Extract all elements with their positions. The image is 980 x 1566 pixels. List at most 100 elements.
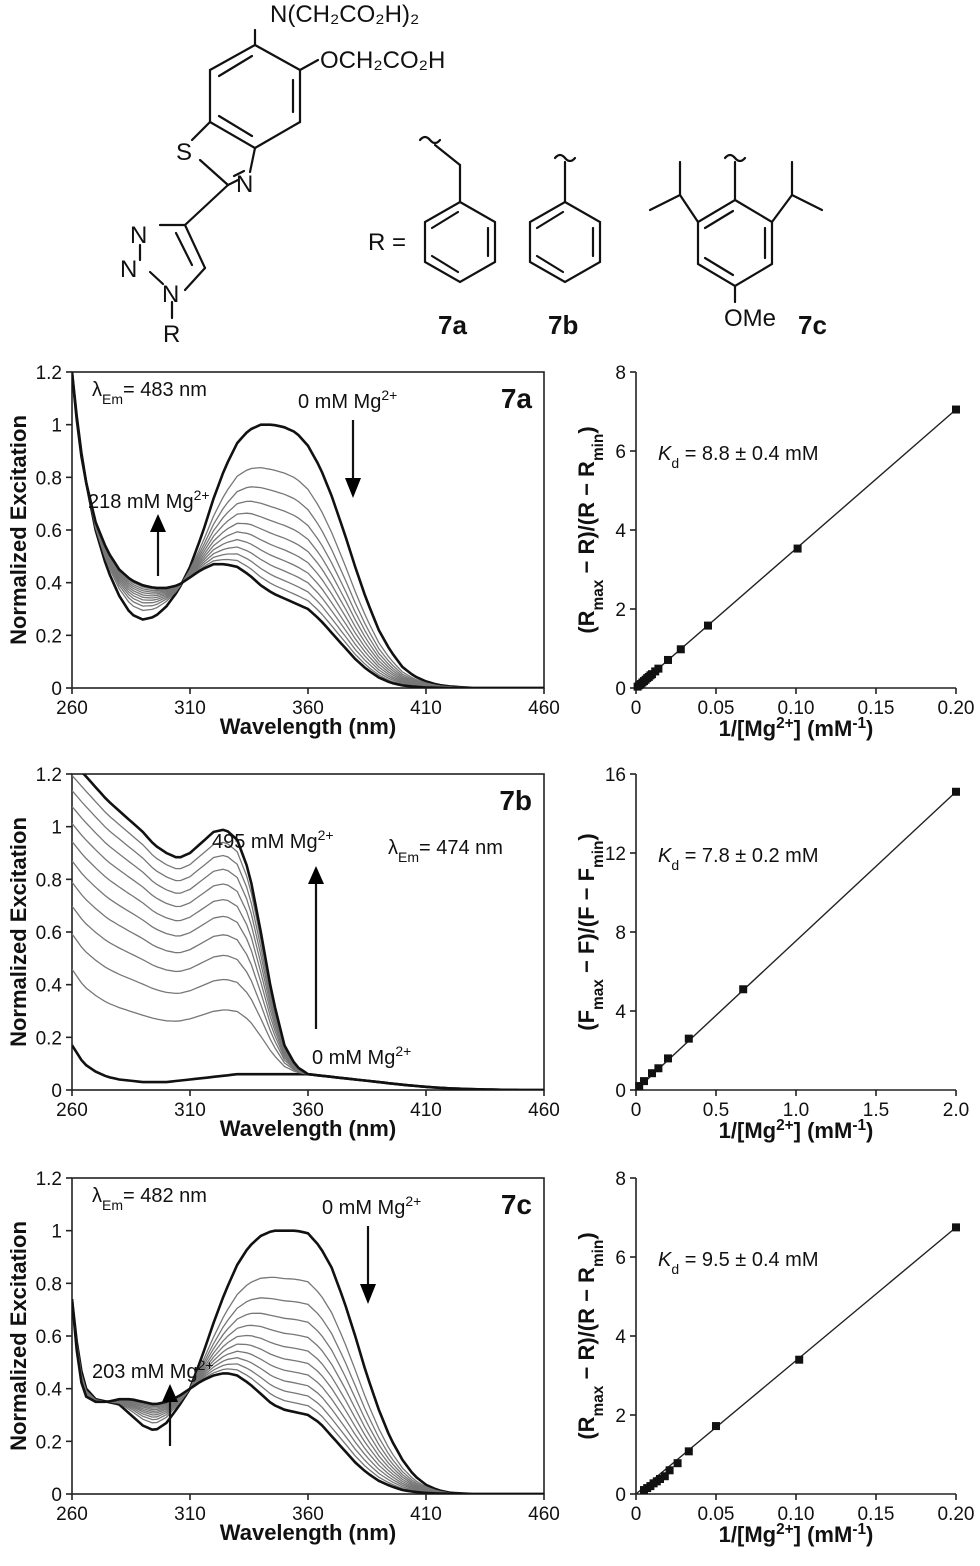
y-tick-label: 0.4 — [36, 574, 63, 595]
series-line-11 — [72, 1298, 544, 1494]
data-point-1 — [640, 1077, 648, 1086]
panel-label: 7b — [499, 785, 532, 816]
data-point-3 — [654, 1064, 663, 1073]
atom-r-group: R — [163, 321, 180, 348]
series-line-2 — [72, 933, 544, 1090]
x-tick-label: 260 — [56, 1100, 88, 1121]
y-tick-label: 6 — [615, 1248, 626, 1269]
x-tick-label: 410 — [410, 1504, 442, 1525]
benzothiazole-bonds — [138, 28, 320, 320]
series-line-6 — [72, 372, 544, 688]
series-line-7 — [72, 372, 544, 688]
series-line-9 — [72, 1299, 544, 1494]
x-tick-label: 1.0 — [783, 1100, 809, 1121]
increase-arrowhead — [308, 866, 324, 884]
series-line-4 — [72, 372, 544, 688]
data-point-11 — [795, 1355, 804, 1364]
x-axis-title: 1/[Mg2+] (mM-1) — [719, 1117, 874, 1144]
x-axis-title: Wavelength (nm) — [220, 1116, 396, 1141]
data-point-11 — [654, 664, 663, 673]
annotation-top: 0 mM Mg2+ — [322, 1193, 421, 1219]
compound-7b-label: 7b — [548, 310, 578, 340]
increase-arrowhead — [150, 514, 166, 532]
y-tick-label: 0 — [51, 1485, 62, 1506]
chart-7a-excitation: 260 310 360 410 460 0 0.2 0.4 0.6 0.8 1 1.2 Normaliz… — [6, 363, 560, 739]
y-tick-label: 16 — [605, 765, 626, 786]
series-line-8 — [72, 372, 544, 688]
series-group — [72, 1229, 544, 1494]
annotation-bottom: 218 mM Mg2+ — [88, 487, 210, 513]
x-tick-label: 260 — [56, 1504, 88, 1525]
y-tick-label: 2 — [615, 600, 626, 621]
series-line-11 — [72, 372, 544, 688]
x-tick-label: 0 — [631, 1100, 642, 1121]
y-tick-label: 0.8 — [36, 1274, 62, 1295]
data-point-12 — [952, 1223, 960, 1232]
plot-frame — [71, 773, 545, 1091]
x-tick-label: 310 — [174, 698, 206, 719]
y-tick-label: 8 — [615, 363, 626, 384]
y-tick-label: 1 — [51, 818, 62, 839]
plot-frame — [71, 371, 545, 689]
y-axis-title: (Fmax − F)/(F − Fmin) — [574, 833, 607, 1031]
y-tick-label: 1.2 — [36, 765, 62, 786]
decrease-arrowhead — [345, 478, 361, 498]
plot-frame — [71, 1177, 545, 1495]
emission-label: λEm= 474 nm — [388, 837, 503, 865]
y-axis-title: (Rmax − R)/(R − Rmin) — [574, 426, 607, 633]
y-tick-label: 0 — [51, 1081, 62, 1102]
panel-label: 7c — [501, 1189, 532, 1220]
x-tick-label: 0.05 — [698, 1504, 735, 1525]
data-point-4 — [664, 1054, 672, 1063]
series-line-1 — [72, 968, 544, 1090]
data-point-0 — [635, 1082, 644, 1091]
y-tick-label: 4 — [615, 1327, 626, 1348]
data-point-16 — [952, 405, 960, 414]
atom-nitrogen-thiazole: N — [236, 171, 253, 198]
y-tick-label: 0.6 — [36, 521, 62, 542]
y-tick-label: 0.6 — [36, 923, 62, 944]
x-tick-label: 410 — [410, 698, 442, 719]
x-tick-label: 0.15 — [858, 698, 895, 719]
series-group — [72, 774, 544, 1090]
series-line-3 — [72, 372, 544, 688]
series-line-7 — [72, 822, 544, 1090]
x-tick-label: 1.5 — [863, 1100, 889, 1121]
data-point-12 — [664, 655, 672, 664]
y-tick-label: 0.6 — [36, 1327, 62, 1348]
y-tick-label: 6 — [615, 442, 626, 463]
aryl-ring-7c — [648, 153, 824, 304]
chemical-structure: N(CH₂CO₂H)₂ OCH₂CO₂H S N N N N R R = — [120, 1, 827, 348]
x-tick-label: 0.20 — [938, 1504, 975, 1525]
x-tick-label: 310 — [174, 1100, 206, 1121]
chart-7b-excitation: 260 310 360 410 460 0 0.2 0.4 0.6 0.8 1 1.2 Normaliz… — [6, 765, 560, 1141]
y-tick-label: 0 — [615, 1081, 626, 1102]
atom-triazole-n2: N — [120, 256, 137, 283]
annotation-top: 0 mM Mg2+ — [298, 387, 397, 413]
y-tick-label: 0.8 — [36, 870, 62, 891]
data-point-13 — [676, 645, 685, 654]
annotation-top: 495 mM Mg2+ — [212, 827, 334, 853]
x-tick-label: 2.0 — [943, 1100, 969, 1121]
x-tick-label: 260 — [56, 698, 88, 719]
data-point-5 — [684, 1034, 693, 1043]
series-line-3 — [72, 905, 544, 1090]
data-point-5 — [656, 1474, 664, 1483]
series-line-4 — [72, 881, 544, 1090]
x-tick-label: 0 — [631, 1504, 642, 1525]
annotation-bottom: 0 mM Mg2+ — [312, 1043, 411, 1069]
kd-label: Kd = 8.8 ± 0.4 mM — [658, 443, 819, 471]
y-tick-label: 0 — [51, 679, 62, 700]
y-axis-title: (Rmax − R)/(R − Rmin) — [574, 1232, 607, 1439]
data-point-7 — [665, 1466, 674, 1475]
y-tick-label: 0.8 — [36, 468, 62, 489]
series-line-0 — [72, 372, 544, 688]
data-point-7 — [952, 787, 960, 796]
data-point-15 — [793, 544, 802, 553]
chart-7b-fit: 0 0.5 1.0 1.5 2.0 0 4 8 12 16 Kd = 7.8 ± 0.2 mM (Fm… — [574, 765, 969, 1143]
y-tick-label: 4 — [615, 521, 626, 542]
series-line-6 — [72, 841, 544, 1090]
series-group — [72, 372, 544, 688]
phenyl-ring-7b — [528, 153, 602, 284]
